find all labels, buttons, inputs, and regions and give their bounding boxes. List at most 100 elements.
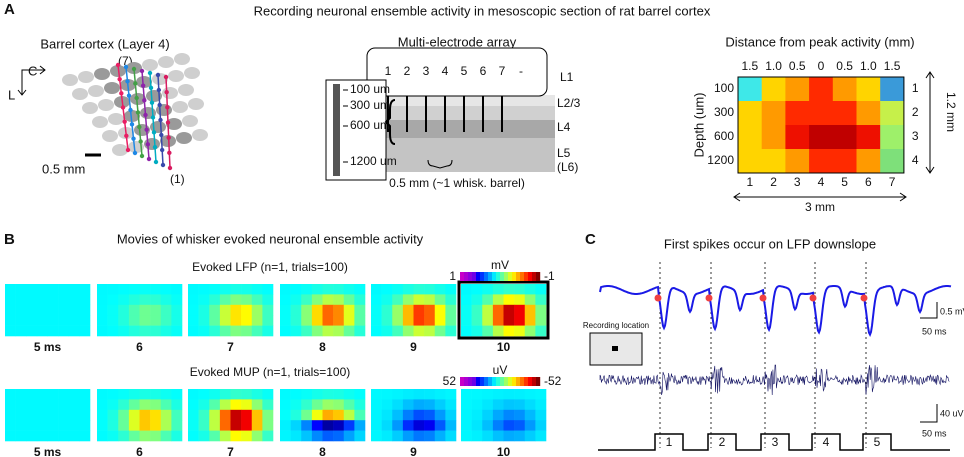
layer-label: (L6) <box>557 160 578 174</box>
barrel <box>102 130 118 142</box>
frame-label: 10 <box>497 340 511 354</box>
movie-cell <box>371 430 382 442</box>
movie-cell <box>322 284 334 295</box>
colorbar-cell <box>472 377 477 386</box>
electrode <box>122 119 127 124</box>
movie-cell <box>371 284 382 295</box>
barrel <box>88 85 104 97</box>
movie-cell <box>68 304 80 316</box>
barrel <box>166 118 182 130</box>
electrode <box>153 159 159 165</box>
movie-cell <box>68 399 80 411</box>
movie-cell <box>322 304 334 316</box>
electrode <box>125 147 131 153</box>
heat-cell <box>832 149 857 174</box>
movie-cell <box>150 315 162 326</box>
colorbar-cell <box>516 377 521 386</box>
heat-cell <box>832 125 857 150</box>
top-tick: 1.0 <box>860 59 877 73</box>
movie-cell <box>503 420 515 431</box>
movie-cell <box>150 420 162 431</box>
movie-cell <box>79 399 91 411</box>
movie-cell <box>198 294 210 306</box>
movie-cell <box>107 294 119 306</box>
heat-cell <box>761 149 786 174</box>
movie-cell <box>445 409 457 421</box>
colorbar-cell <box>480 377 485 386</box>
movie-cell <box>219 315 231 326</box>
barrel <box>168 70 184 82</box>
movie-cell <box>354 325 366 337</box>
movie-cell <box>471 284 483 295</box>
movie-frame <box>188 284 274 337</box>
movie-cell <box>492 420 504 431</box>
movie-cell <box>392 284 404 295</box>
colorbar-cell <box>472 272 477 281</box>
movie-frame <box>5 284 91 337</box>
movie-cell <box>514 325 526 337</box>
barrel <box>104 82 120 94</box>
frame-label: 8 <box>319 445 326 457</box>
movie-cell <box>301 304 313 316</box>
movie-cell <box>482 325 494 337</box>
axis-arrow <box>17 65 46 96</box>
movie-cell <box>445 420 457 431</box>
frame-label: 9 <box>410 340 417 354</box>
movie-cell <box>5 304 16 316</box>
movie-cell <box>343 389 355 400</box>
movie-cell <box>15 389 27 400</box>
movie-cell <box>461 284 472 295</box>
movie-cell <box>160 284 172 295</box>
electrode <box>131 66 137 72</box>
movie-cell <box>97 315 108 326</box>
mup-scale: 40 uV <box>940 408 964 418</box>
movie-cell <box>322 389 334 400</box>
movie-cell <box>36 315 48 326</box>
movie-cell <box>492 284 504 295</box>
scale-bar <box>920 302 938 319</box>
movie-cell <box>58 284 70 295</box>
colorbar-cell <box>536 272 541 281</box>
layer <box>367 95 555 106</box>
movie-cell <box>171 325 183 337</box>
movie-cell <box>198 304 210 316</box>
top-tick: 0 <box>818 59 825 73</box>
movie-cell <box>514 315 526 326</box>
layer <box>367 106 555 120</box>
heat-cell <box>880 149 905 174</box>
heat-cell <box>738 125 763 150</box>
movie-cell <box>198 420 210 431</box>
movie-cell <box>251 399 263 411</box>
scale-label: 0.5 mm <box>42 161 85 176</box>
movie-cell <box>188 304 199 316</box>
movie-cell <box>118 294 130 306</box>
movie-cell <box>5 325 16 337</box>
movie-cell <box>301 315 313 326</box>
mup-title: Evoked MUP (n=1, trials=100) <box>190 365 351 379</box>
heat-cell <box>761 77 786 102</box>
electrode <box>160 162 166 168</box>
movie-cell <box>471 430 483 442</box>
movie-cell <box>160 389 172 400</box>
barrel <box>94 68 110 80</box>
barrel <box>82 102 98 114</box>
movie-cell <box>392 399 404 411</box>
movie-cell <box>333 294 345 306</box>
top-tick: 1.5 <box>742 59 759 73</box>
movie-frame <box>97 389 183 442</box>
movie-cell <box>524 325 536 337</box>
movie-cell <box>524 304 536 316</box>
movie-cell <box>381 409 393 421</box>
movie-cell <box>47 325 59 337</box>
movie-cell <box>381 430 393 442</box>
barrel-title: Barrel cortex (Layer 4) <box>40 36 169 51</box>
movie-cell <box>15 304 27 316</box>
movie-cell <box>5 399 16 411</box>
movie-cell <box>354 315 366 326</box>
movie-cell <box>535 409 547 421</box>
movie-cell <box>139 430 151 442</box>
movie-cell <box>445 399 457 411</box>
colorbar-label: 52 <box>443 374 457 388</box>
movie-cell <box>434 420 446 431</box>
pulse-label: 5 <box>874 435 881 449</box>
